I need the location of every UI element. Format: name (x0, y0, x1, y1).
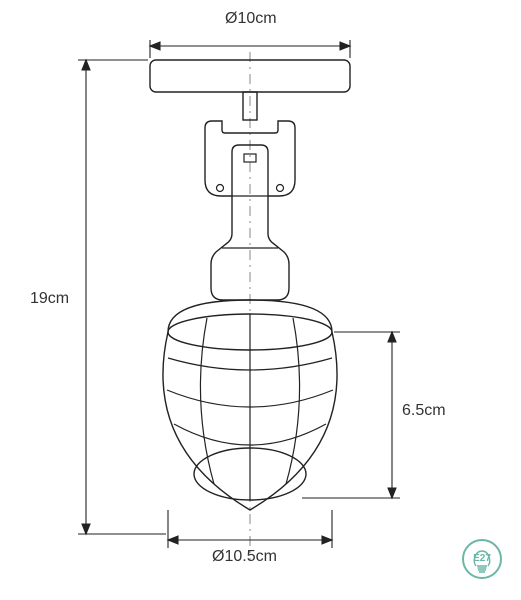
label-shade-width: Ø10.5cm (212, 548, 277, 566)
bulb-type-badge: E27 (461, 538, 503, 580)
badge-text: E27 (473, 553, 491, 564)
dim-shade-height (302, 332, 400, 498)
technical-drawing: Ø10cm 19cm 6.5cm Ø10.5cm E27 (0, 0, 521, 600)
lamp-line-drawing (0, 0, 521, 600)
dim-total-height (78, 60, 166, 534)
label-shade-height: 6.5cm (402, 402, 446, 420)
pivot-right (277, 185, 284, 192)
pivot-left (217, 185, 224, 192)
label-total-height: 19cm (30, 290, 69, 308)
label-top-width: Ø10cm (225, 10, 277, 28)
